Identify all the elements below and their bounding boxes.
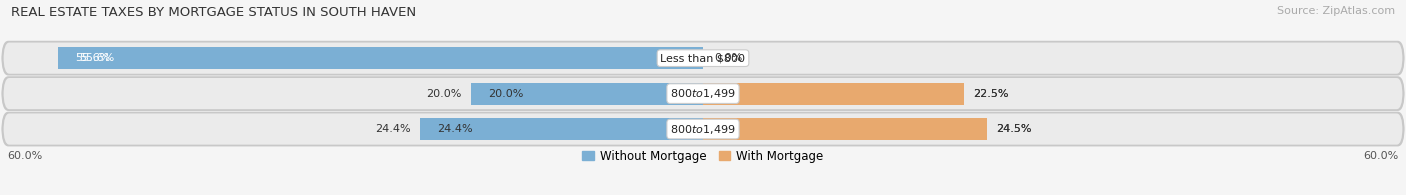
FancyBboxPatch shape xyxy=(1,76,1405,111)
Text: 20.0%: 20.0% xyxy=(488,89,524,99)
FancyBboxPatch shape xyxy=(4,78,1402,109)
Text: 60.0%: 60.0% xyxy=(1364,151,1399,161)
Text: Source: ZipAtlas.com: Source: ZipAtlas.com xyxy=(1277,6,1395,16)
FancyBboxPatch shape xyxy=(4,43,1402,74)
Text: 24.4%: 24.4% xyxy=(437,124,472,134)
Text: 55.6%: 55.6% xyxy=(79,53,114,63)
Text: 22.5%: 22.5% xyxy=(973,89,1008,99)
Text: 22.5%: 22.5% xyxy=(973,89,1008,99)
Bar xyxy=(58,47,703,69)
Bar xyxy=(471,83,703,105)
Bar xyxy=(703,83,965,105)
Legend: Without Mortgage, With Mortgage: Without Mortgage, With Mortgage xyxy=(578,145,828,167)
Text: $800 to $1,499: $800 to $1,499 xyxy=(671,122,735,136)
Text: Less than $800: Less than $800 xyxy=(661,53,745,63)
Text: 60.0%: 60.0% xyxy=(7,151,42,161)
Bar xyxy=(703,118,987,140)
FancyBboxPatch shape xyxy=(1,41,1405,75)
Bar xyxy=(420,118,703,140)
FancyBboxPatch shape xyxy=(1,112,1405,146)
Text: 55.6%: 55.6% xyxy=(76,53,111,63)
Text: REAL ESTATE TAXES BY MORTGAGE STATUS IN SOUTH HAVEN: REAL ESTATE TAXES BY MORTGAGE STATUS IN … xyxy=(11,6,416,19)
Text: 24.5%: 24.5% xyxy=(997,124,1032,134)
Text: 24.5%: 24.5% xyxy=(997,124,1032,134)
FancyBboxPatch shape xyxy=(4,113,1402,145)
Text: 20.0%: 20.0% xyxy=(426,89,461,99)
Text: 24.4%: 24.4% xyxy=(375,124,411,134)
Text: 0.0%: 0.0% xyxy=(714,53,742,63)
Text: $800 to $1,499: $800 to $1,499 xyxy=(671,87,735,100)
